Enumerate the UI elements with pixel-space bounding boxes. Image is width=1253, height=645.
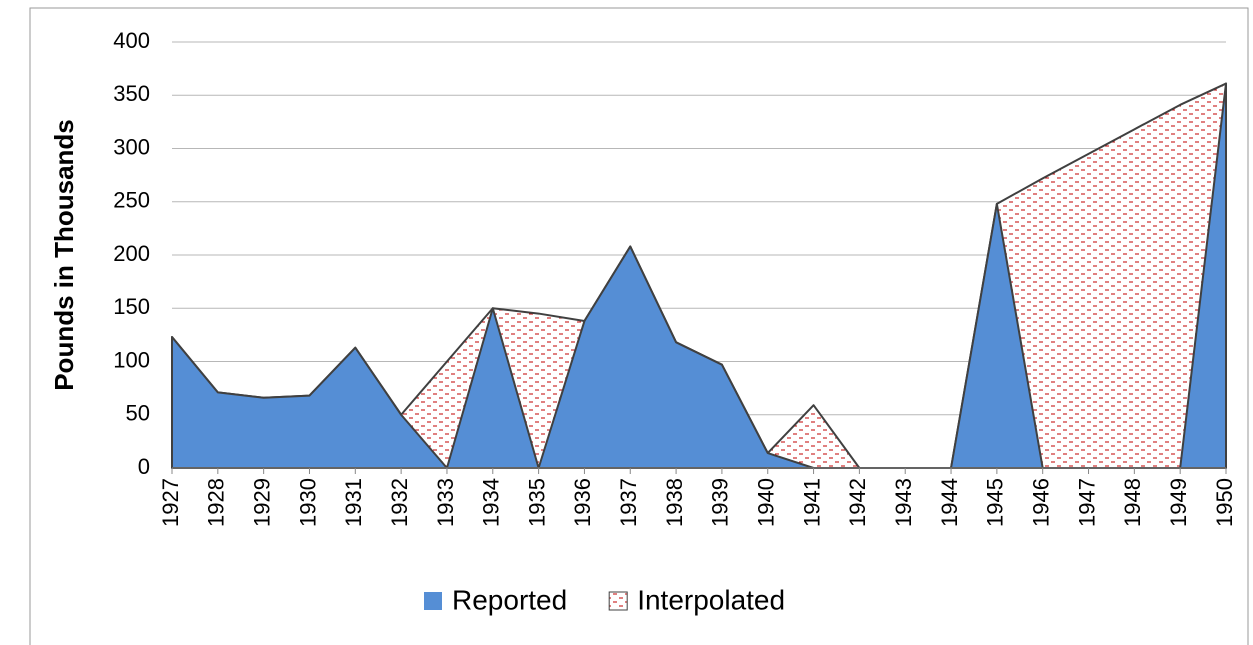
x-tick-label: 1936 [570,478,595,527]
x-tick-label: 1947 [1074,478,1099,527]
x-tick-label: 1934 [479,478,504,527]
x-tick-label: 1939 [708,478,733,527]
y-tick-label: 200 [113,241,150,266]
y-tick-label: 0 [138,454,150,479]
x-tick-label: 1927 [158,478,183,527]
x-tick-label: 1942 [845,478,870,527]
y-tick-label: 300 [113,134,150,159]
x-tick-label: 1938 [662,478,687,527]
legend-swatch [608,591,628,611]
x-tick-label: 1946 [1029,478,1054,527]
legend-label: Interpolated [637,584,785,615]
y-axis-label: Pounds in Thousands [49,119,79,391]
y-tick-label: 400 [113,28,150,53]
x-tick-label: 1931 [341,478,366,527]
x-tick-label: 1945 [983,478,1008,527]
y-tick-label: 50 [126,401,150,426]
x-tick-label: 1929 [249,478,274,527]
y-tick-label: 100 [113,347,150,372]
x-tick-label: 1930 [295,478,320,527]
x-tick-label: 1935 [524,478,549,527]
x-tick-label: 1950 [1212,478,1237,527]
y-tick-label: 350 [113,81,150,106]
x-tick-label: 1933 [433,478,458,527]
x-tick-label: 1937 [616,478,641,527]
y-tick-label: 250 [113,188,150,213]
y-tick-label: 150 [113,294,150,319]
legend-label: Reported [452,584,567,615]
chart-border [29,7,1249,645]
x-tick-label: 1941 [799,478,824,527]
x-tick-label: 1928 [204,478,229,527]
x-tick-label: 1943 [891,478,916,527]
x-tick-label: 1944 [937,478,962,527]
x-tick-label: 1932 [387,478,412,527]
x-tick-label: 1940 [754,478,779,527]
x-tick-label: 1948 [1120,478,1145,527]
x-tick-label: 1949 [1166,478,1191,527]
legend-swatch [424,592,442,610]
